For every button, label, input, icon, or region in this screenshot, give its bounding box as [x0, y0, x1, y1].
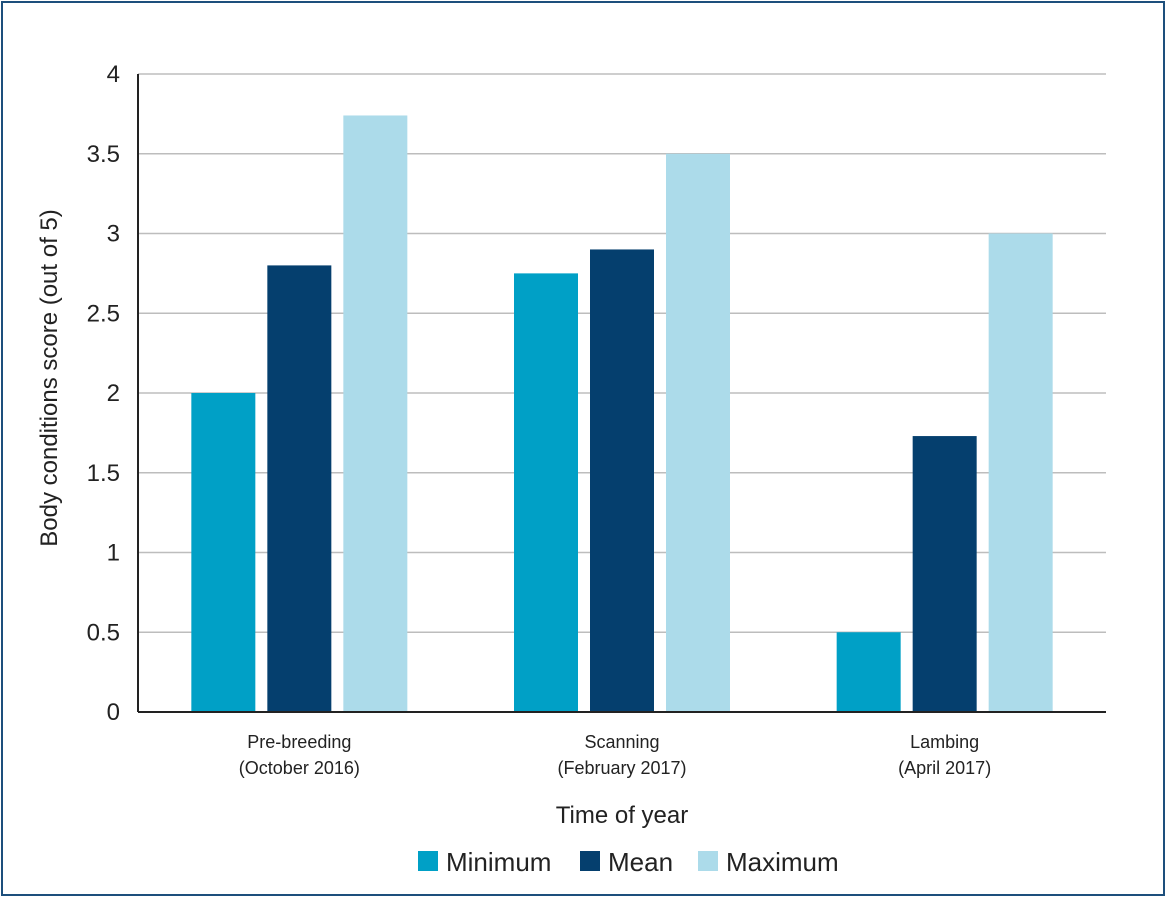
y-tick-label: 2 [107, 380, 120, 407]
x-tick-label: Scanning (February 2017) [557, 732, 686, 778]
y-tick-label: 0.5 [87, 619, 120, 646]
bar-mean-0 [267, 265, 332, 712]
x-tick-label-line: (October 2016) [239, 758, 360, 778]
legend-swatch-mean [580, 851, 600, 871]
bar-mean-2 [912, 436, 977, 712]
bar-chart: 0 0.5 1 1.5 2 2.5 3 3.5 4 Pre-breeding (October 2… [36, 61, 1106, 877]
bar-minimum-1 [514, 273, 578, 712]
x-tick-label: Lambing (April 2017) [898, 732, 991, 778]
bar-mean-1 [590, 249, 654, 712]
legend-label-maximum: Maximum [726, 847, 839, 877]
x-tick-label-line: (April 2017) [898, 758, 991, 778]
x-tick-label-line: Scanning [584, 732, 659, 752]
x-tick-label-line: Pre-breeding [247, 732, 351, 752]
legend-swatch-maximum [698, 851, 718, 871]
y-tick-label: 1 [107, 540, 120, 567]
legend-swatch-minimum [418, 851, 438, 871]
bar-maximum-2 [988, 233, 1053, 712]
y-tick-label: 4 [107, 61, 120, 88]
y-tick-labels: 0 0.5 1 1.5 2 2.5 3 3.5 4 [87, 61, 120, 726]
y-tick-label: 2.5 [87, 300, 120, 327]
y-tick-label: 3.5 [87, 141, 120, 168]
x-tick-label: Pre-breeding (October 2016) [239, 732, 360, 778]
bar-maximum-1 [666, 153, 730, 712]
x-tick-label-line: (February 2017) [557, 758, 686, 778]
x-tick-label-line: Lambing [910, 732, 979, 752]
bars [191, 115, 1053, 713]
y-tick-label: 1.5 [87, 460, 120, 487]
bar-maximum-0 [343, 115, 408, 713]
legend: Minimum Mean Maximum [418, 847, 839, 877]
legend-label-mean: Mean [608, 847, 673, 877]
legend-label-minimum: Minimum [446, 847, 551, 877]
bar-minimum-0 [191, 393, 256, 712]
bar-minimum-2 [836, 632, 901, 712]
y-tick-label: 3 [107, 221, 120, 248]
axes [137, 74, 1106, 713]
y-tick-label: 0 [107, 699, 120, 726]
x-tick-labels: Pre-breeding (October 2016) Scanning (Febru… [239, 732, 991, 778]
x-axis-title: Time of year [556, 802, 688, 829]
y-axis-title: Body conditions score (out of 5) [36, 209, 63, 547]
